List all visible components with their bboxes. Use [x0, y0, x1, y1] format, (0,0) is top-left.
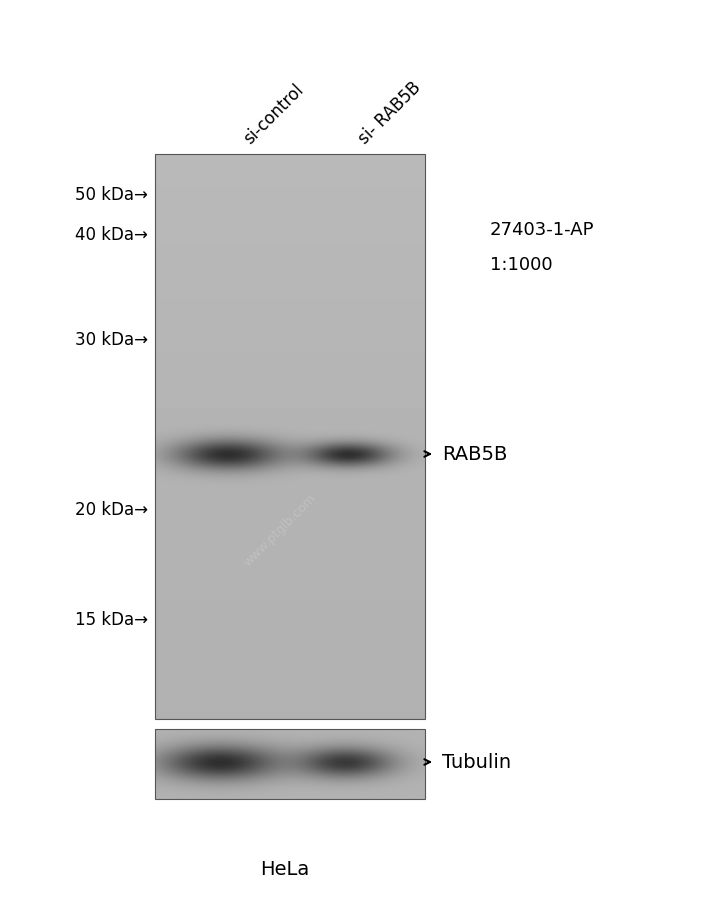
Text: www.ptglb.com: www.ptglb.com: [241, 491, 318, 568]
Text: si-control: si-control: [240, 81, 307, 148]
Text: 50 kDa→: 50 kDa→: [75, 186, 148, 204]
Text: 20 kDa→: 20 kDa→: [75, 501, 148, 519]
Text: HeLa: HeLa: [260, 860, 310, 879]
Bar: [155, 155, 425, 719]
Text: RAB5B: RAB5B: [442, 445, 507, 464]
Text: Tubulin: Tubulin: [442, 752, 511, 771]
Text: 30 kDa→: 30 kDa→: [75, 331, 148, 348]
Text: 27403-1-AP: 27403-1-AP: [490, 221, 595, 239]
Text: 15 kDa→: 15 kDa→: [75, 611, 148, 629]
Text: 40 kDa→: 40 kDa→: [75, 226, 148, 244]
Bar: [155, 729, 425, 799]
Text: 1:1000: 1:1000: [490, 255, 553, 273]
Text: si- RAB5B: si- RAB5B: [355, 78, 425, 148]
